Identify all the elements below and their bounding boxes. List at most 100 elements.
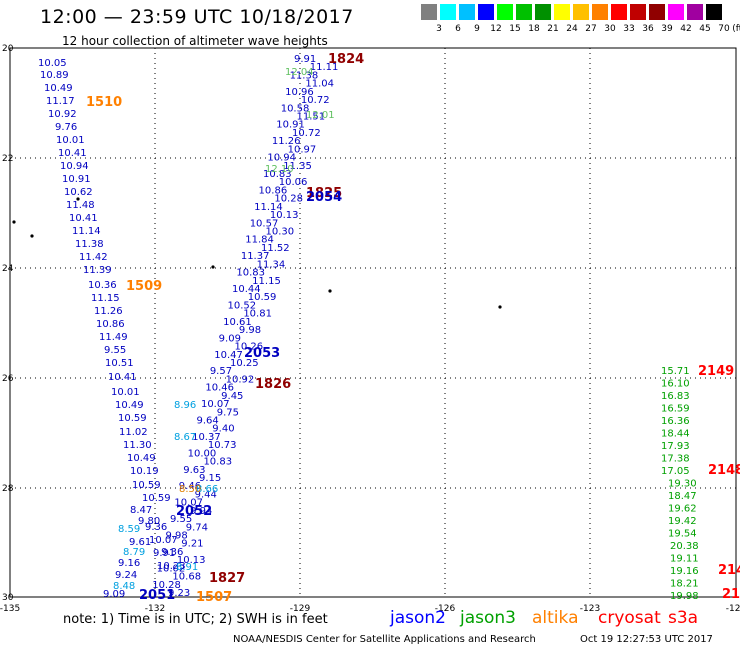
wave-height-value: 10.59: [132, 480, 161, 491]
legend-item-cryosat: cryosat: [598, 608, 661, 628]
wave-height-value: 11.11: [310, 62, 339, 73]
pass-time-label: 2149: [698, 364, 734, 379]
wave-height-value: 8.47: [130, 505, 152, 516]
wave-height-value: 10.41: [108, 372, 137, 383]
map-frame: [9, 47, 737, 598]
wave-height-value: 10.01: [111, 387, 140, 398]
wave-height-value: 19.54: [668, 529, 697, 540]
wave-height-value: 17.38: [661, 454, 690, 465]
wave-height-value: 10.26: [234, 342, 263, 353]
pass-time-label: 2054: [306, 190, 342, 205]
color-swatch: [687, 4, 703, 20]
footnote: note: 1) Time is in UTC; 2) SWH is in fe…: [63, 612, 328, 627]
pass-time-label: 2148: [708, 463, 740, 478]
wave-height-value: 10.59: [248, 292, 277, 303]
color-scale-label: 27: [585, 24, 597, 34]
color-swatch: [478, 4, 494, 20]
wave-height-value: 10.49: [127, 453, 156, 464]
wave-height-value: 16.59: [661, 404, 690, 415]
wave-height-value: 9.36: [161, 547, 183, 558]
wave-height-value: 9.21: [181, 539, 203, 550]
wave-height-value: 11.17: [46, 96, 75, 107]
wave-height-value: 18.44: [661, 429, 690, 440]
pass-time-label: 1826: [255, 377, 291, 392]
legend-item-altika: altika: [532, 608, 579, 628]
wave-height-value: 9.76: [55, 122, 77, 133]
pass-time-label: 1510: [86, 95, 122, 110]
color-swatch: [440, 4, 456, 20]
wave-height-value: 10.86: [96, 319, 125, 330]
wave-height-value: 9.91: [153, 548, 175, 559]
wave-height-value: 8.96: [174, 400, 196, 411]
pass-time-label: 1825: [306, 186, 342, 201]
credit-line: NOAA/NESDIS Center for Satellite Applica…: [233, 634, 536, 645]
latitude-tick-label: 26: [2, 374, 14, 384]
wave-height-value: 10.92: [48, 109, 77, 120]
wave-height-value: 10.07: [201, 399, 230, 410]
wave-height-value: 9.63: [183, 465, 205, 476]
wave-height-value: 10.47: [214, 350, 243, 361]
wave-height-value: 11.34: [257, 259, 286, 270]
color-swatch: [668, 4, 684, 20]
wave-height-value: 9.75: [217, 407, 239, 418]
pass-time-label: 214: [718, 563, 740, 578]
wave-height-value: 16.83: [661, 391, 690, 402]
color-swatch: [592, 4, 608, 20]
color-scale-label: 3: [436, 24, 442, 34]
wave-height-value: 19.98: [670, 591, 699, 602]
longitude-tick-label: -126: [435, 604, 456, 614]
wave-height-value: 11.30: [123, 440, 152, 451]
wave-height-value: 11.84: [245, 235, 274, 246]
wave-height-value: 12.01: [306, 110, 335, 121]
wave-height-value: 15.71: [661, 366, 690, 377]
legend-item-jason3: jason3: [460, 608, 516, 628]
wave-height-value: 9.55: [104, 345, 126, 356]
pass-time-label: 2052: [176, 504, 212, 519]
island-dot: [498, 305, 502, 309]
wave-height-value: 9.36: [145, 522, 167, 533]
wave-height-value: 10.96: [285, 87, 314, 98]
wave-height-value: 11.42: [79, 252, 108, 263]
wave-height-value: 10.49: [115, 400, 144, 411]
wave-height-value: 10.28: [152, 580, 181, 591]
wave-height-value: 8.66: [196, 484, 218, 495]
wave-height-value: 10.51: [105, 358, 134, 369]
color-scale-unit: (ft): [732, 24, 740, 34]
wave-height-value: 11.51: [296, 112, 325, 123]
color-scale-label: 9: [474, 24, 480, 34]
color-scale-label: 42: [680, 24, 692, 34]
wave-height-value: 9.98: [239, 325, 261, 336]
chart-title: 12:00 — 23:59 UTC 10/18/2017: [40, 6, 354, 28]
wave-height-value: 10.72: [301, 95, 330, 106]
generated-timestamp: Oct 19 12:27:53 UTC 2017: [580, 634, 713, 645]
wave-height-value: 9.64: [197, 415, 219, 426]
wave-height-value: 9.09: [219, 333, 241, 344]
wave-height-value: 10.41: [58, 148, 87, 159]
pass-time-label: 1507: [196, 590, 232, 605]
longitude-tick-label: -123: [580, 604, 600, 614]
wave-height-value: 11.02: [119, 427, 148, 438]
color-swatch: [706, 4, 722, 20]
wave-height-value: 10.02: [157, 563, 186, 574]
wave-height-value: 10.97: [288, 144, 317, 155]
wave-height-value: 8.59: [118, 524, 140, 535]
pass-time-label: 1824: [328, 52, 364, 67]
wave-height-value: 10.81: [243, 309, 272, 320]
wave-height-value: 10.46: [205, 383, 234, 394]
wave-height-value: 8.50: [179, 484, 201, 495]
latitude-tick-label: 20: [2, 44, 14, 54]
wave-height-value: 10.73: [208, 440, 237, 451]
wave-height-value: 10.13: [270, 210, 299, 221]
wave-height-value: 10.57: [250, 218, 279, 229]
wave-height-value: 8.48: [113, 581, 135, 592]
wave-height-value: 10.36: [88, 280, 117, 291]
wave-height-value: 11.39: [83, 265, 112, 276]
latitude-tick-label: 30: [2, 593, 14, 603]
wave-height-value: 10.30: [265, 227, 294, 238]
longitude-tick-label: -120: [726, 604, 740, 614]
color-scale-label: 33: [623, 24, 635, 34]
color-swatch: [573, 4, 589, 20]
wave-height-value: 9.74: [186, 522, 208, 533]
wave-height-value: 8.91: [176, 562, 198, 573]
